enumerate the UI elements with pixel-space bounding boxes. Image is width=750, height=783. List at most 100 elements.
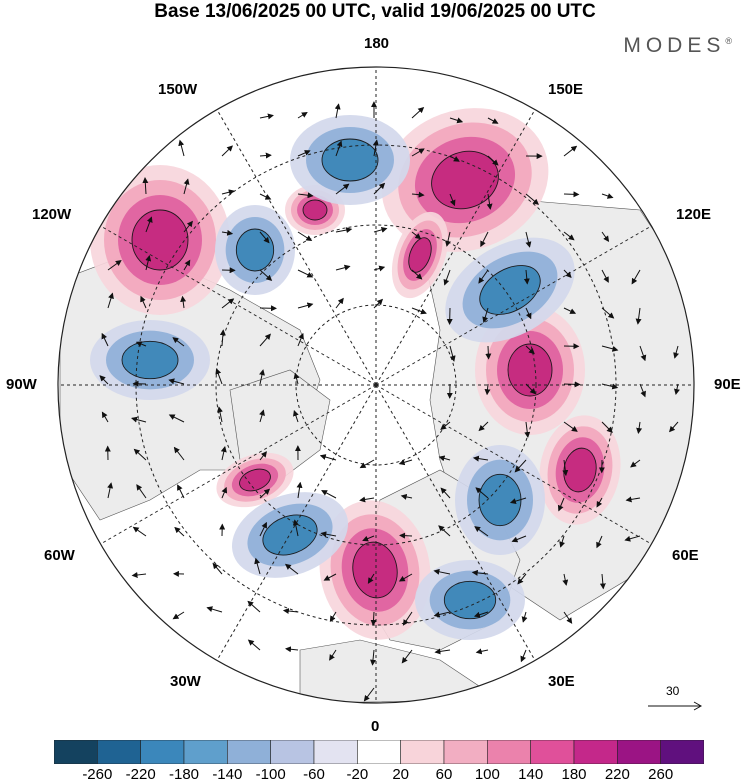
wind-vector-120	[359, 459, 375, 469]
wind-vector-66	[373, 298, 384, 309]
wind-vector-91	[259, 369, 265, 385]
wind-vector-127	[630, 459, 641, 468]
wind-vector-169	[599, 573, 606, 590]
wind-vector-175	[370, 611, 377, 626]
reference-vector-arrow	[648, 701, 703, 711]
wind-vector-32	[183, 220, 193, 233]
wind-vector-73	[635, 307, 642, 325]
wind-vector-159	[212, 562, 223, 575]
wind-vector-87	[99, 375, 109, 385]
colorbar-tick-label: 20	[392, 766, 409, 783]
wind-vector-81	[485, 345, 492, 360]
wind-vector-111	[636, 421, 643, 434]
wind-vector-110	[601, 421, 613, 433]
wind-vector-143	[132, 526, 147, 537]
meridian-60	[375, 219, 663, 386]
brand-mark: ®	[725, 36, 732, 46]
wind-vector-95	[525, 383, 536, 395]
wind-vector-14	[449, 155, 460, 162]
negative-anomaly-13	[90, 320, 210, 400]
colorbar-swatch-13	[617, 740, 661, 764]
wind-vector-6	[487, 117, 499, 124]
colorbar-swatch-10	[487, 740, 531, 764]
latitude-circle-1	[215, 224, 537, 546]
meridian-330	[210, 98, 377, 386]
colorbar-tick-label: 60	[435, 766, 453, 783]
colorbar-swatch-6	[313, 740, 358, 764]
wind-vector-61	[180, 295, 187, 309]
wind-vector-178	[473, 611, 489, 618]
wind-vector-19	[183, 178, 190, 195]
wind-vector-43	[601, 231, 610, 243]
wind-vector-119	[319, 454, 337, 461]
brand-name: MODES	[623, 34, 726, 57]
wind-vector-71	[563, 307, 577, 314]
lon-label-150e: 150E	[548, 81, 584, 98]
wind-vector-108	[524, 421, 531, 438]
wind-vector-62	[221, 298, 235, 309]
wind-vector-122	[438, 455, 451, 462]
wind-vector-85	[639, 345, 647, 362]
wind-vector-172	[247, 600, 261, 613]
meridian-150	[375, 384, 542, 672]
lon-label-0: 0	[371, 718, 380, 735]
wind-vector-51	[373, 265, 386, 272]
wind-vector-156	[624, 535, 641, 542]
wind-vector-9	[259, 152, 272, 159]
wind-vector-187	[475, 648, 489, 655]
colorbar-tick-label: 180	[561, 766, 587, 783]
wind-vector-76	[172, 337, 185, 347]
negative-anomaly-9	[215, 205, 295, 295]
wind-vector-37	[373, 226, 388, 233]
wind-vector-174	[329, 611, 337, 622]
wind-vector-100	[101, 411, 109, 423]
wind-vector-188	[520, 649, 527, 663]
positive-anomaly-1	[90, 165, 230, 315]
negative-anomaly-8	[290, 115, 410, 205]
wind-vector-92	[293, 372, 300, 385]
wind-vector-129	[136, 484, 147, 499]
colorbar-swatch-3	[183, 740, 228, 764]
wind-vector-25	[411, 191, 425, 198]
wind-vector-26	[449, 193, 456, 207]
wind-vector-13	[411, 148, 425, 157]
wind-vector-79	[297, 332, 304, 347]
anomaly-fields	[90, 108, 621, 640]
colorbar-tick-label: -100	[255, 766, 286, 783]
wind-vector-54	[478, 269, 489, 284]
wind-vector-146	[259, 521, 267, 537]
colorbar-swatch-11	[530, 740, 575, 764]
wind-vector-153	[511, 535, 527, 543]
wind-vector-89	[168, 378, 185, 385]
wind-vector-8	[221, 145, 233, 157]
wind-vector-34	[259, 231, 270, 244]
positive-anomaly-0	[381, 108, 549, 252]
wind-vector-112	[669, 421, 679, 433]
wind-vector-36	[335, 227, 353, 234]
colorbar-tick-label: 140	[518, 766, 544, 783]
wind-vector-140	[557, 497, 565, 512]
positive-anomaly-3	[539, 415, 621, 525]
wind-vector-12	[372, 139, 379, 157]
wind-vector-60	[140, 295, 147, 309]
wind-vector-82	[525, 345, 535, 355]
lon-label-90w: 90W	[6, 376, 37, 393]
wind-vector-20	[221, 189, 235, 196]
wind-vector-57	[601, 269, 609, 283]
wind-vector-53	[443, 269, 451, 286]
wind-vector-179	[521, 611, 528, 623]
wind-vector-165	[433, 568, 451, 575]
wind-vector-65	[335, 297, 344, 309]
wind-vector-46	[183, 259, 191, 271]
wind-vector-39	[445, 231, 451, 247]
wind-vector-78	[259, 333, 271, 347]
wind-vector-121	[398, 459, 413, 466]
wind-vector-125	[562, 459, 569, 477]
wind-vector-69	[482, 307, 489, 323]
negative-anomaly-14	[415, 560, 525, 640]
wind-vector-50	[335, 264, 351, 271]
wind-vector-86	[673, 345, 679, 359]
lon-label-120e: 120E	[676, 206, 712, 223]
